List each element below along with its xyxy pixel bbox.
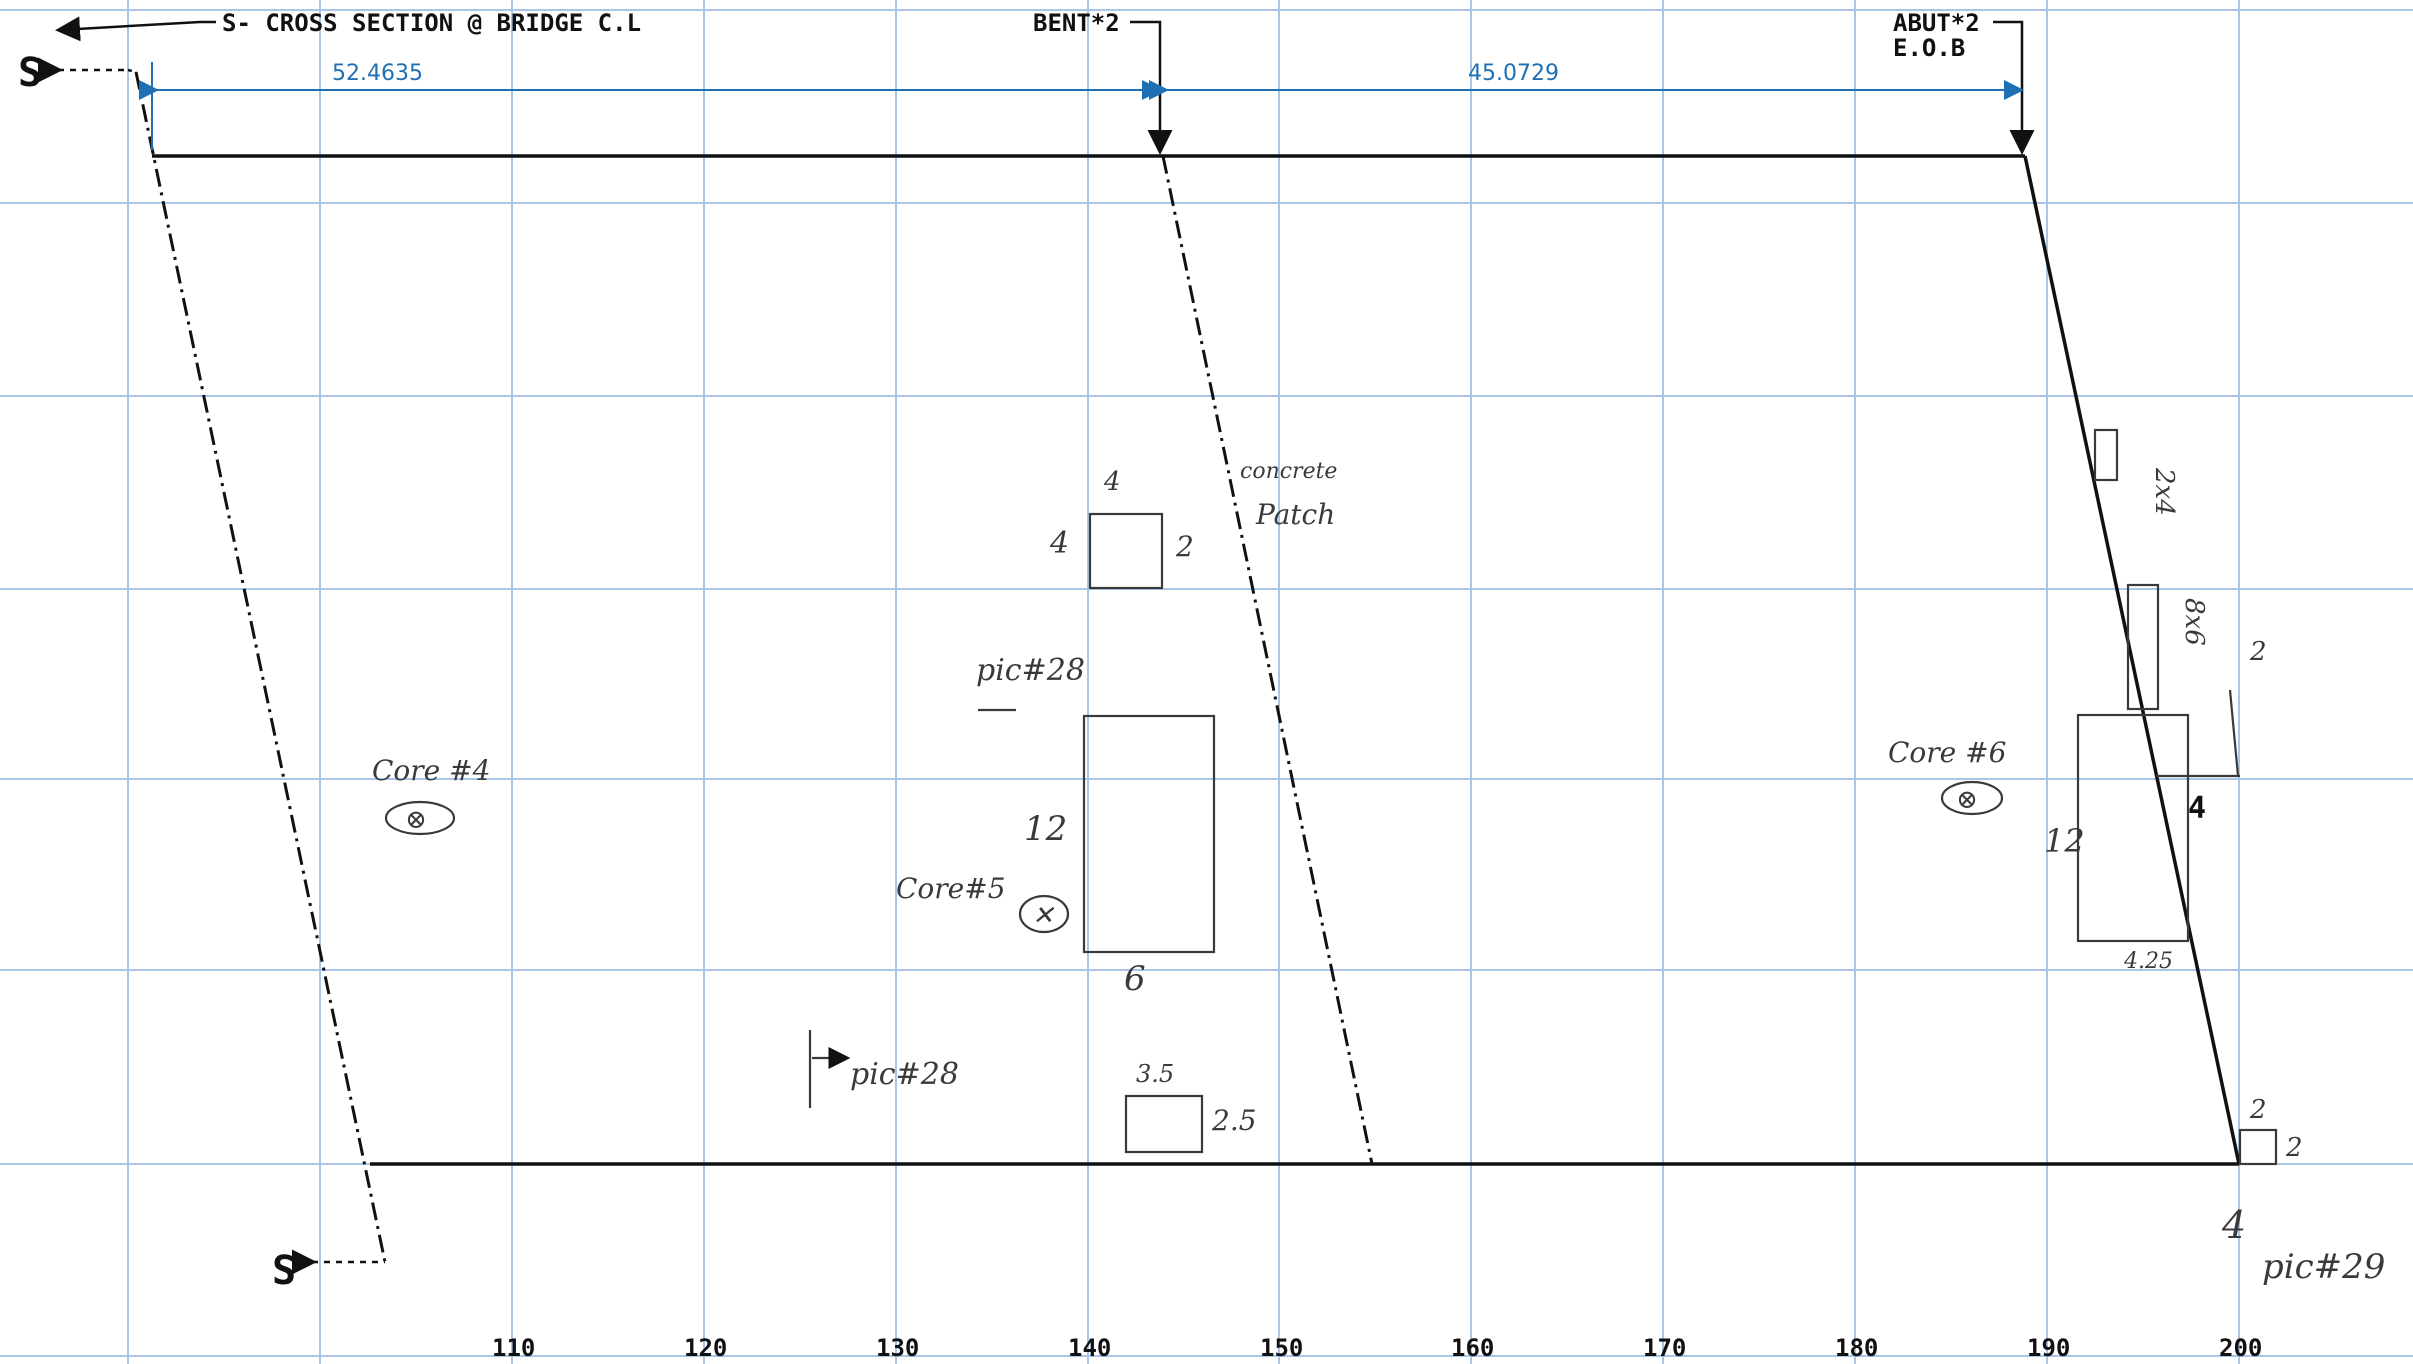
core-5: Core#5 ✕ [896, 872, 1070, 934]
patch-bottom: 3.5 2.5 [1124, 1060, 1257, 1154]
pic29-arrow: 4 [2221, 1203, 2246, 1247]
section-title: S- CROSS SECTION @ BRIDGE C.L [222, 9, 641, 37]
core-4-label: Core #4 [372, 754, 490, 787]
patch-top-height: 4 [1049, 526, 1069, 561]
bent-label: BENT*2 [1033, 9, 1120, 37]
patch-middle-width: 6 [1124, 959, 1146, 999]
patch-right-top: 2x4 [2093, 428, 2179, 516]
span-1-value: 52.4635 [332, 61, 423, 86]
patch-right-lower-height: 12 [2044, 822, 2085, 860]
patch-middle: pic#28 12 6 [976, 653, 1216, 999]
tick-label: 170 [1643, 1334, 1686, 1362]
section-leader: S- CROSS SECTION @ BRIDGE C.L [55, 9, 641, 42]
patch-right-top-size: 2x4 [2149, 467, 2179, 516]
pic28-lower-label: pic#28 [850, 1057, 959, 1092]
patch-middle-height: 12 [1024, 809, 1067, 849]
tick-label: 160 [1451, 1334, 1494, 1362]
tick-label: 190 [2027, 1334, 2070, 1362]
eob-label: E.O.B [1893, 34, 1965, 62]
concrete-note: concrete [1240, 459, 1337, 484]
pic28-lower: pic#28 [808, 1030, 959, 1108]
core-6: Core #6 ⊗ [1888, 736, 2006, 816]
tick-label: 110 [492, 1334, 535, 1362]
tick-label: 180 [1835, 1334, 1878, 1362]
axis-ticks: 110 120 130 140 150 160 170 180 190 200 [492, 1334, 2262, 1362]
core-4: Core #4 ⊗ [372, 754, 490, 836]
patch-right-lower: 4 12 4.25 [2044, 713, 2206, 974]
section-mark-top: S [18, 50, 42, 96]
tick-label: 130 [876, 1334, 919, 1362]
corner-patch-height: 2 [2285, 1133, 2303, 1163]
patch-top: 4 4 2 concrete Patch [1049, 459, 1337, 590]
section-cut-top: S [18, 50, 137, 96]
patch-bottom-width: 3.5 [1136, 1060, 1174, 1088]
tick-label: 120 [684, 1334, 727, 1362]
core-6-label: Core #6 [1888, 736, 2006, 769]
patch-right-mid-note: 2 [2249, 637, 2267, 667]
core-4-mark: ⊗ [405, 805, 427, 835]
core-5-mark: ✕ [1032, 901, 1055, 931]
pic29-label: pic#29 [2262, 1247, 2385, 1287]
dimension-span-1: 52.4635 [139, 61, 1162, 150]
pic29: 4 pic#29 [2221, 1203, 2385, 1287]
core-5-label: Core#5 [896, 872, 1006, 905]
core-6-mark: ⊗ [1956, 785, 1978, 815]
tick-label: 200 [2219, 1334, 2262, 1362]
patch-top-depth: 2 [1175, 530, 1194, 563]
dimension-span-2: 45.0729 [1149, 61, 2024, 100]
abut-leader: ABUT*2 E.O.B [1893, 9, 2035, 155]
section-mark-bottom: S [272, 1248, 296, 1294]
corner-patch: 2 2 [2238, 1095, 2303, 1166]
patch-top-width: 4 [1103, 467, 1121, 497]
patch-right-mid-size: 8x6 [2179, 598, 2209, 646]
deck-outline [134, 71, 2241, 1263]
patch-right-lower-width: 4.25 [2123, 949, 2173, 974]
bent-leader: BENT*2 [1033, 9, 1173, 155]
corner-patch-width: 2 [2249, 1095, 2267, 1125]
section-cut-bottom: S [272, 1248, 385, 1294]
tick-label: 150 [1260, 1334, 1303, 1362]
abut-label: ABUT*2 [1893, 9, 1980, 37]
span-2-value: 45.0729 [1468, 61, 1559, 86]
tick-label: 140 [1068, 1334, 1111, 1362]
pic28-upper-label: pic#28 [976, 653, 1085, 688]
patch-right-mid: 8x6 2 [2126, 583, 2267, 778]
patch-right-lower-4: 4 [2188, 791, 2206, 826]
patch-bottom-height: 2.5 [1211, 1104, 1257, 1137]
patch-note: Patch [1255, 498, 1335, 531]
